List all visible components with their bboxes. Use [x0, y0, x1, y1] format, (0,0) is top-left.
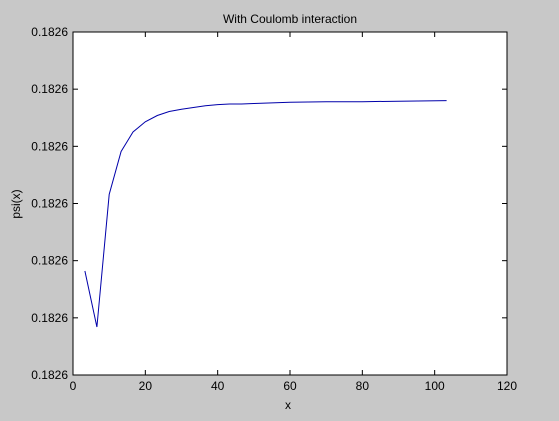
x-tick-label: 40 — [211, 379, 225, 393]
y-tick-label: 0.1826 — [31, 139, 68, 153]
y-tick-label: 0.1826 — [31, 368, 68, 382]
y-tick-label: 0.1826 — [31, 254, 68, 268]
y-tick-label: 0.1826 — [31, 311, 68, 325]
plot-lines — [84, 100, 447, 328]
x-tick-label: 60 — [283, 379, 297, 393]
x-tick-label: 120 — [497, 379, 517, 393]
y-axis: 0.1826 0.1826 0.1826 0.1826 0.1826 0.1826 0.18… — [31, 25, 507, 382]
y-tick-label: 0.1826 — [31, 25, 68, 39]
y-tick-label: 0.1826 — [31, 82, 68, 96]
chart-title: With Coulomb interaction — [223, 12, 357, 26]
x-tick-label: 20 — [139, 379, 153, 393]
x-tick-label: 100 — [425, 379, 445, 393]
series-line — [84, 100, 447, 328]
x-tick-label: 80 — [356, 379, 370, 393]
axes-area — [72, 31, 508, 376]
x-axis-label: x — [285, 398, 291, 412]
x-axis: 0 20 40 60 80 100 120 — [70, 32, 517, 393]
y-tick-label: 0.1826 — [31, 197, 68, 211]
y-axis-label: psi(x) — [9, 189, 23, 218]
x-tick-label: 0 — [70, 379, 77, 393]
